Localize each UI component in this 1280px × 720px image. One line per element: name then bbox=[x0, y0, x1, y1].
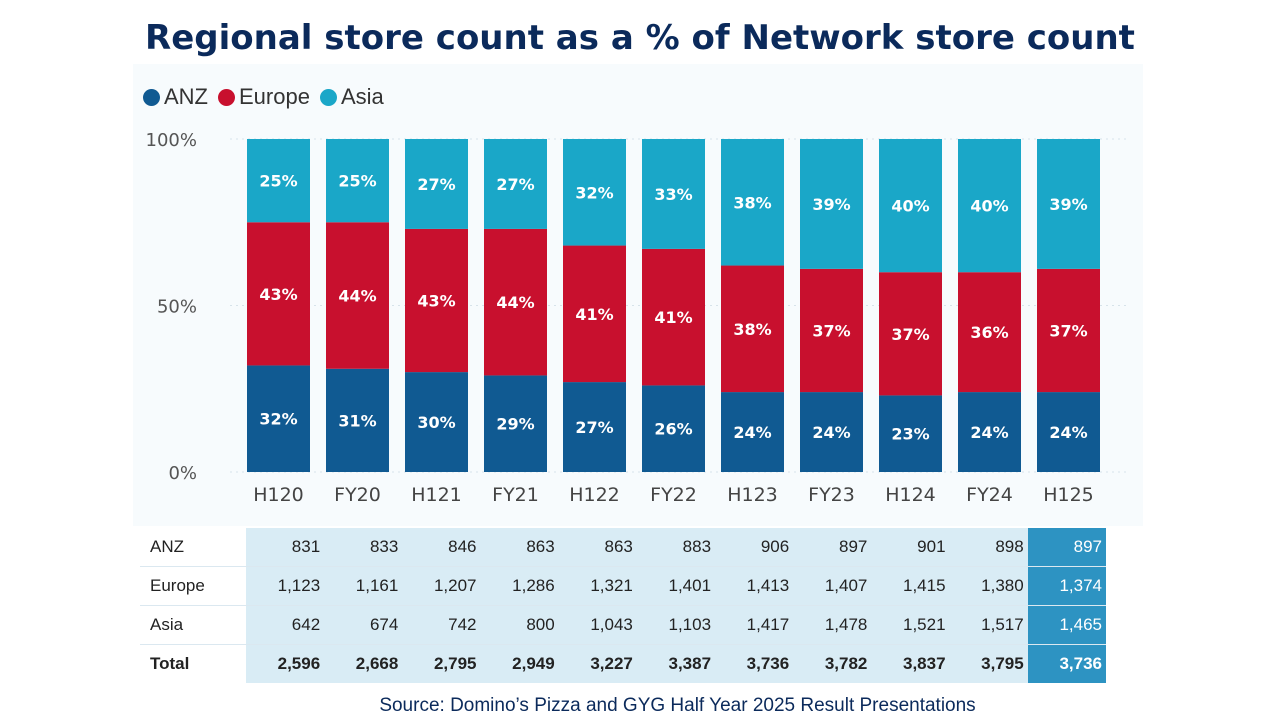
table-cell: 1,465 bbox=[1027, 605, 1106, 645]
table-cell: 1,161 bbox=[324, 566, 403, 606]
table-cell: 863 bbox=[558, 528, 637, 567]
legend-label-asia: Asia bbox=[340, 84, 384, 109]
table-cell: 1,286 bbox=[480, 566, 559, 606]
table-cell: 1,401 bbox=[636, 566, 716, 606]
source-note: Source: Domino’s Pizza and GYG Half Year… bbox=[379, 695, 976, 716]
table-cell: 1,207 bbox=[402, 566, 481, 606]
table-cell: 1,321 bbox=[558, 566, 637, 606]
legend-swatch-asia bbox=[319, 88, 337, 106]
table-cell: 863 bbox=[480, 528, 559, 567]
table-cell: 1,374 bbox=[1027, 566, 1106, 606]
table-row: Asia 642 674 742 800 1,043 1,103 1,417 1,478 1,52… bbox=[140, 605, 1106, 645]
table-cell: 2,668 bbox=[324, 644, 403, 683]
table-cell: 1,043 bbox=[558, 605, 637, 645]
table-cell: 1,123 bbox=[246, 566, 325, 606]
table-cell: 3,837 bbox=[871, 644, 950, 683]
table-row-label: ANZ bbox=[140, 528, 246, 567]
legend-label-europe: Europe bbox=[239, 84, 310, 109]
table-row-label: Europe bbox=[140, 566, 246, 606]
legend-item-asia: Asia bbox=[319, 84, 384, 110]
table-cell: 3,736 bbox=[715, 644, 794, 683]
chart-panel bbox=[133, 64, 1143, 526]
table-cell: 3,387 bbox=[636, 644, 716, 683]
chart-legend: ANZ Europe Asia bbox=[143, 84, 384, 110]
table-row-label: Asia bbox=[140, 605, 246, 645]
table-row: ANZ 831 833 846 863 863 883 906 897 901 898 897 bbox=[140, 528, 1106, 567]
table-cell: 3,227 bbox=[558, 644, 637, 683]
table-cell: 3,782 bbox=[793, 644, 872, 683]
table-cell: 2,596 bbox=[246, 644, 325, 683]
legend-swatch-europe bbox=[218, 88, 235, 106]
legend-item-europe: Europe bbox=[218, 84, 310, 110]
table-cell: 3,736 bbox=[1027, 644, 1106, 683]
table-row-label: Total bbox=[140, 644, 246, 683]
table-cell: 1,407 bbox=[793, 566, 872, 606]
table-cell: 898 bbox=[949, 528, 1028, 567]
table-cell: 1,380 bbox=[949, 566, 1028, 606]
table-cell: 901 bbox=[871, 528, 950, 567]
table-cell: 1,417 bbox=[715, 605, 794, 645]
table-cell: 833 bbox=[324, 528, 403, 567]
store-count-table: ANZ 831 833 846 863 863 883 906 897 901 898 897 Euro… bbox=[140, 528, 1106, 683]
table-cell: 1,413 bbox=[715, 566, 794, 606]
legend-swatch-anz bbox=[143, 88, 160, 106]
table-cell: 906 bbox=[715, 528, 794, 567]
table-row: Total 2,596 2,668 2,795 2,949 3,227 3,387 3,736… bbox=[140, 644, 1106, 683]
table-cell: 846 bbox=[402, 528, 481, 567]
legend-item-anz: ANZ bbox=[143, 84, 208, 110]
table-cell: 1,415 bbox=[871, 566, 950, 606]
table-cell: 642 bbox=[246, 605, 325, 645]
table-cell: 1,517 bbox=[949, 605, 1028, 645]
table-row: Europe 1,123 1,161 1,207 1,286 1,321 1,401 1,41… bbox=[140, 566, 1106, 606]
table-cell: 742 bbox=[402, 605, 481, 645]
table-cell: 883 bbox=[636, 528, 716, 567]
legend-label-anz: ANZ bbox=[164, 84, 208, 109]
table-cell: 3,795 bbox=[949, 644, 1028, 683]
page-title: Regional store count as a % of Network s… bbox=[145, 18, 1135, 58]
table-cell: 1,103 bbox=[636, 605, 716, 645]
table-cell: 2,949 bbox=[480, 644, 559, 683]
table-cell: 800 bbox=[480, 605, 559, 645]
table-cell: 897 bbox=[793, 528, 872, 567]
table-cell: 2,795 bbox=[402, 644, 481, 683]
table-cell: 831 bbox=[246, 528, 325, 567]
table-cell: 1,521 bbox=[871, 605, 950, 645]
table-cell: 1,478 bbox=[793, 605, 872, 645]
table-cell: 674 bbox=[324, 605, 403, 645]
table-cell: 897 bbox=[1027, 528, 1106, 567]
